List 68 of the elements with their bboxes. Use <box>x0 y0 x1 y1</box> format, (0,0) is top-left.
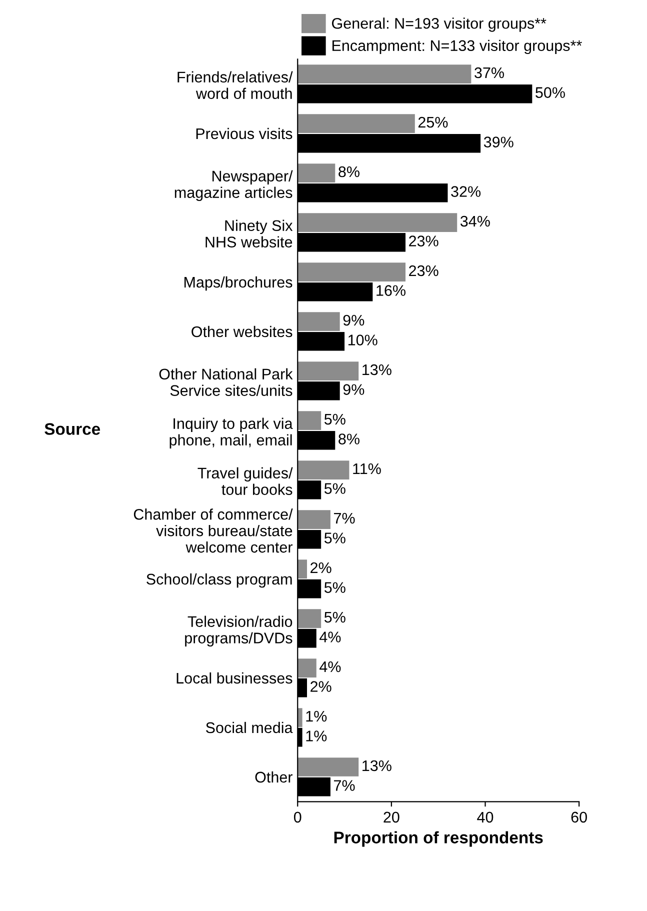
data-label: 2% <box>310 562 332 574</box>
data-label: 5% <box>324 414 346 425</box>
bar <box>298 213 458 232</box>
data-label: 16% <box>376 285 406 296</box>
data-label: 32% <box>451 186 481 197</box>
data-label: 37% <box>474 67 504 78</box>
y-tick-label: Television/radio programs/DVDs <box>185 616 292 646</box>
data-label: 4% <box>320 661 341 672</box>
data-label: 5% <box>324 582 346 593</box>
y-tick-label: Inquiry to park via phone, mail, email <box>170 418 293 448</box>
data-label: 4% <box>320 632 341 642</box>
bar <box>298 708 302 727</box>
y-tick-label: School/class program <box>146 573 292 588</box>
bar <box>298 758 359 776</box>
bar <box>298 510 330 529</box>
data-label: 8% <box>338 166 360 178</box>
y-tick-label: Other websites <box>192 326 292 338</box>
data-label: 7% <box>334 512 355 524</box>
bar <box>298 64 472 84</box>
data-label: 25% <box>418 116 448 128</box>
x-tick-label: 20 <box>384 812 400 823</box>
data-label: 13% <box>362 760 392 772</box>
bar <box>298 560 307 578</box>
data-label: 2% <box>310 681 332 692</box>
y-tick-label: Other National Park Service sites/units <box>159 368 293 396</box>
data-label: 23% <box>409 265 438 276</box>
data-label: 50% <box>536 87 565 98</box>
data-label: 7% <box>334 780 355 791</box>
x-tick-label: 40 <box>477 812 494 823</box>
bar <box>298 312 340 331</box>
y-tick-label: Other <box>255 771 293 783</box>
data-label: 11% <box>353 463 381 474</box>
bar <box>298 460 350 480</box>
x-axis-title: Proportion of respondents <box>334 831 543 847</box>
y-tick-label: Previous visits <box>196 128 292 140</box>
bar <box>298 411 322 430</box>
y-tick-label: Social media <box>206 722 293 734</box>
data-label: 13% <box>362 364 392 376</box>
y-tick-label: Chamber of commerce/ visitors bureau/state welcome center <box>134 508 293 553</box>
data-label: 5% <box>324 532 346 544</box>
legend-label: Encampment: N=133 visitor groups** <box>332 40 582 54</box>
y-tick-label: Travel guides/ tour books <box>198 467 293 495</box>
data-label: 5% <box>324 483 346 494</box>
data-label: 9% <box>343 314 364 326</box>
y-tick-label: Newspaper/ magazine articles <box>174 170 293 201</box>
data-label: 5% <box>324 612 346 623</box>
bar <box>298 114 415 133</box>
y-tick-label: Maps/brochures <box>184 276 292 291</box>
bar <box>298 658 316 678</box>
y-tick-label: Local businesses <box>176 672 292 684</box>
bar <box>298 609 322 628</box>
y-tick-label: Ninety Six NHS website <box>206 220 293 248</box>
data-label: 9% <box>343 384 364 395</box>
bar <box>298 262 406 282</box>
y-tick-label: Friends/relatives/ word of mouth <box>178 71 293 99</box>
legend-label: General: N=193 visitor groups** <box>332 18 546 32</box>
x-tick-label: 0 <box>294 812 302 823</box>
data-label: 23% <box>409 236 438 246</box>
data-label: 10% <box>348 334 378 346</box>
data-label: 1% <box>306 710 327 722</box>
bar <box>298 164 336 182</box>
data-label: 1% <box>306 730 327 742</box>
y-axis-title: Source <box>44 423 100 435</box>
x-tick-label: 60 <box>571 812 587 823</box>
data-label: 39% <box>484 136 514 148</box>
data-label: 8% <box>338 434 360 444</box>
bar <box>298 362 359 380</box>
data-label: 34% <box>460 216 490 227</box>
